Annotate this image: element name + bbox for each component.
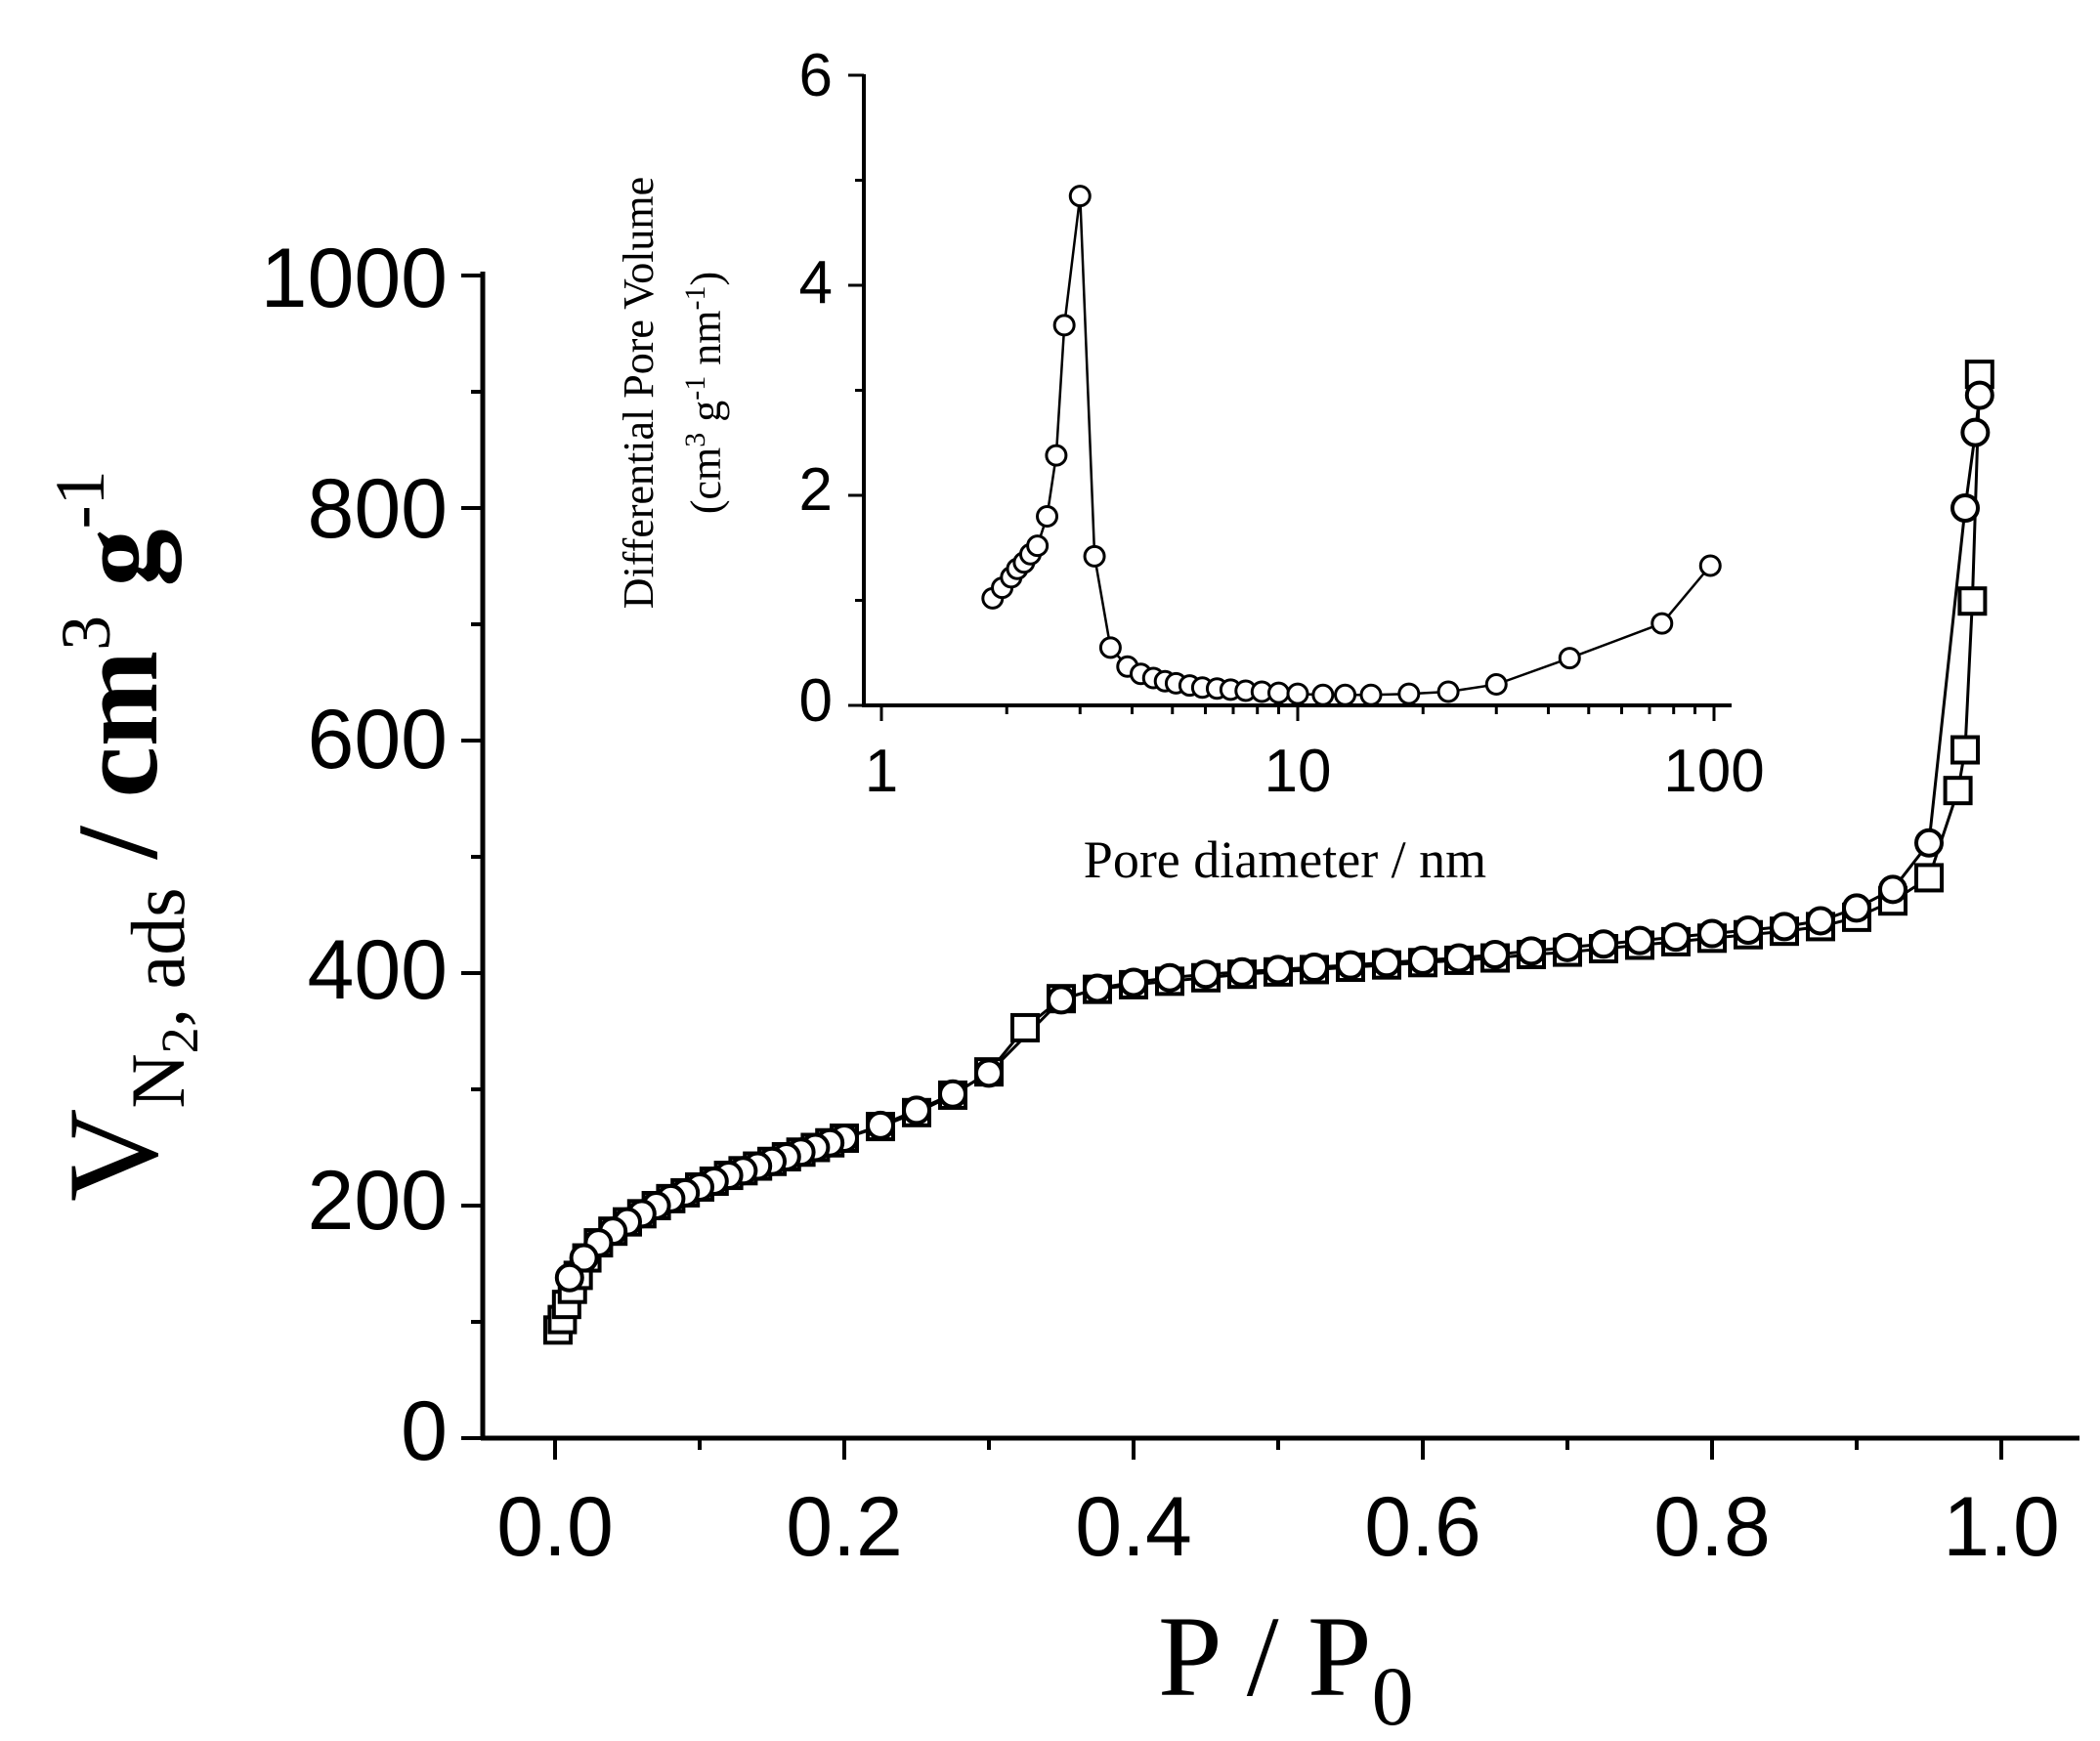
main-y-tick-label: 800 — [308, 462, 449, 556]
main-x-tick-label: 0.4 — [1075, 1480, 1192, 1574]
pore-distribution-point — [1083, 544, 1106, 568]
main-y-tick-label: 0 — [401, 1384, 448, 1478]
desorption-point — [1878, 874, 1907, 905]
adsorption-point — [1950, 735, 1980, 765]
inset-y-tick-label: 0 — [799, 667, 833, 735]
pore-distribution-point — [1334, 683, 1357, 706]
pore-distribution-point — [1045, 444, 1068, 467]
pore-distribution-point — [1267, 681, 1291, 704]
desorption-point — [1553, 932, 1582, 962]
pore-distribution-point — [1484, 673, 1508, 696]
adsorption-point — [1914, 863, 1944, 893]
desorption-point — [1227, 956, 1257, 987]
desorption-point — [902, 1095, 931, 1125]
pore-distribution-point — [1098, 636, 1122, 659]
adsorption-point — [1957, 586, 1988, 616]
main-x-tick-label: 0.8 — [1653, 1480, 1771, 1574]
desorption-point — [1950, 493, 1980, 523]
desorption-point — [1119, 967, 1148, 998]
desorption-point — [554, 1262, 584, 1293]
desorption-point — [1770, 912, 1799, 942]
pore-distribution-point — [1068, 185, 1092, 208]
desorption-point — [1661, 922, 1691, 953]
desorption-point — [569, 1243, 599, 1273]
desorption-point — [1083, 973, 1112, 1003]
pore-distribution-point — [1026, 534, 1050, 558]
pore-distribution-point — [1286, 682, 1309, 705]
main-x-axis-label: P / P0 — [1158, 1592, 1414, 1741]
desorption-point — [866, 1110, 895, 1140]
inset-y-axis-label-line1: Differential Pore Volume — [615, 177, 663, 609]
main-chart: 1000 800 600 400 200 0 0.0 0.2 0.4 0.6 0… — [41, 232, 2079, 1741]
desorption-point — [1842, 893, 1871, 923]
main-x-tick-label: 0.2 — [786, 1480, 903, 1574]
desorption-point — [1155, 962, 1184, 993]
desorption-point — [1047, 985, 1076, 1015]
desorption-point — [1914, 828, 1944, 858]
pore-distribution-point — [1436, 680, 1460, 703]
main-y-tick-label: 1000 — [261, 232, 448, 325]
adsorption-point — [1010, 1012, 1040, 1042]
main-y-tick-label: 400 — [308, 923, 449, 1017]
main-y-tick-label: 200 — [308, 1154, 449, 1248]
desorption-point — [1734, 914, 1763, 945]
desorption-point — [938, 1079, 967, 1109]
pore-distribution-point — [1359, 683, 1383, 706]
pore-distribution-point — [1311, 683, 1335, 706]
inset-y-tick-label: 4 — [799, 249, 833, 317]
inset-x-tick-label: 100 — [1663, 738, 1764, 805]
desorption-point — [1336, 950, 1365, 980]
desorption-point — [1960, 417, 1991, 447]
main-series-layer — [542, 360, 1994, 1345]
desorption-point — [1408, 945, 1437, 975]
main-x-tick-label: 0.6 — [1364, 1480, 1481, 1574]
main-x-tick-label: 0.0 — [496, 1480, 614, 1574]
pore-distribution-point — [1698, 554, 1722, 577]
adsorption-point — [1943, 776, 1973, 806]
inset-x-axis-label: Pore diameter / nm — [1084, 830, 1486, 889]
desorption-point — [1264, 955, 1293, 985]
pore-distribution-point — [1650, 612, 1674, 635]
desorption-point — [1697, 918, 1727, 949]
desorption-point — [1191, 959, 1221, 990]
desorption-point — [1964, 380, 1994, 410]
inset-chart: 6 4 2 0 1 10 100 Pore diameter / nm Diff… — [615, 42, 1765, 889]
desorption-point — [974, 1058, 1004, 1088]
desorption-point — [1480, 939, 1510, 969]
desorption-point — [1444, 943, 1474, 973]
desorption-point — [1625, 925, 1654, 955]
main-y-axis-label: VN2, ads / cm3 g-1 — [41, 470, 209, 1202]
main-ticks-layer — [461, 274, 2003, 1460]
pore-distribution-point — [1036, 505, 1059, 528]
inset-series-layer — [981, 185, 1722, 706]
pore-distribution-point — [1397, 682, 1421, 705]
inset-ticks-layer — [848, 73, 1716, 721]
inset-y-tick-label: 2 — [799, 456, 833, 524]
desorption-point — [1806, 906, 1835, 936]
inset-y-tick-label: 6 — [799, 42, 833, 109]
desorption-point — [1517, 936, 1546, 966]
inset-x-tick-label: 1 — [865, 738, 898, 805]
desorption-point — [1589, 929, 1618, 959]
pore-distribution-point — [1052, 314, 1076, 337]
pore-distribution-point — [1558, 647, 1581, 670]
main-y-tick-label: 600 — [308, 693, 449, 786]
inset-x-tick-label: 10 — [1264, 738, 1332, 805]
main-x-tick-label: 1.0 — [1943, 1480, 2060, 1574]
desorption-point — [1300, 953, 1329, 983]
desorption-point — [1372, 948, 1401, 978]
inset-y-axis-label-line2: (cm3 g-1 nm-1) — [679, 272, 730, 514]
